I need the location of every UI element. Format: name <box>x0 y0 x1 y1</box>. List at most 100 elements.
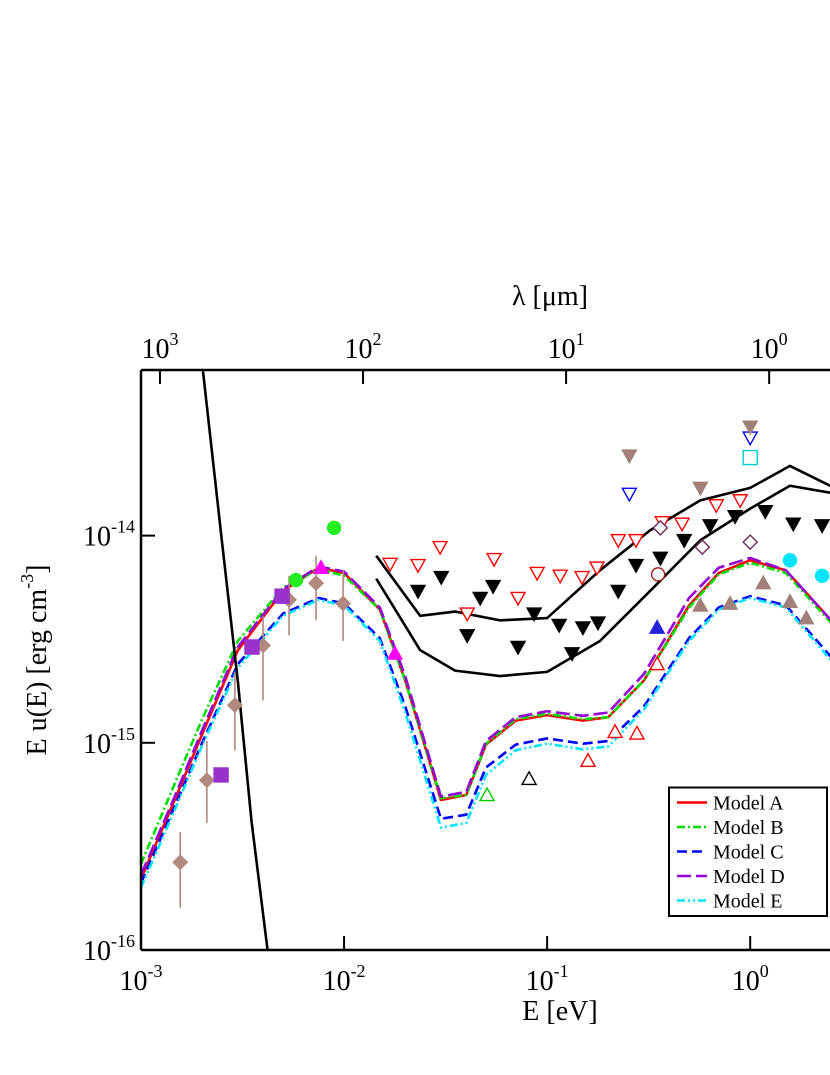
x-tick-label-exponent: -3 <box>148 961 163 981</box>
data-point <box>509 640 527 656</box>
data-point <box>550 618 568 634</box>
legend-label: Model D <box>713 866 785 888</box>
y-tick-label-exponent: -16 <box>111 931 135 951</box>
y-tick-label-base: 10 <box>83 936 111 967</box>
data-point <box>652 551 669 567</box>
y-axis-title-part: ] <box>22 565 53 574</box>
data-point <box>742 420 759 436</box>
data-point <box>485 552 503 568</box>
x-tick-label-base: 10 <box>526 966 554 997</box>
y-tick-label-exponent: -15 <box>111 724 135 744</box>
data-point <box>757 505 774 520</box>
data-point <box>589 616 607 632</box>
x2-tick-label-exponent: 2 <box>373 329 382 349</box>
x2-tick-label-exponent: 1 <box>576 329 585 349</box>
data-point <box>621 449 638 465</box>
data-point <box>813 519 830 534</box>
data-point <box>694 539 711 556</box>
x-tick-label: 100 <box>732 961 769 997</box>
data-point <box>628 724 646 740</box>
data-point <box>274 588 290 604</box>
data-point <box>471 591 489 607</box>
data-point <box>627 533 645 549</box>
data-point <box>785 517 802 533</box>
data-point <box>708 499 725 514</box>
data-point <box>308 575 325 592</box>
data-point <box>528 566 546 582</box>
data-point <box>381 557 399 573</box>
data-point <box>610 533 627 549</box>
x-tick-label-exponent: 0 <box>760 961 769 981</box>
legend-label: Model B <box>713 817 784 839</box>
data-point <box>226 697 243 714</box>
legend-label: Model A <box>713 793 784 815</box>
data-point <box>409 558 427 574</box>
data-point <box>798 609 815 625</box>
data-point <box>213 767 229 783</box>
data-point <box>574 621 592 636</box>
x2-tick-label-base: 10 <box>548 334 576 365</box>
plot-area <box>141 371 830 950</box>
y-tick-label: 10-16 <box>83 931 135 967</box>
data-point <box>814 568 830 583</box>
data-point <box>326 520 342 536</box>
y-tick-label: 10-15 <box>83 724 135 760</box>
x2-tick-label: 103 <box>141 329 178 365</box>
data-point <box>621 487 638 503</box>
data-point <box>509 591 527 607</box>
x2-tick-label: 100 <box>751 329 788 365</box>
y-tick-label-exponent: -14 <box>111 517 135 537</box>
data-point <box>478 786 496 802</box>
x-tick-label: 10-3 <box>120 961 163 997</box>
data-point <box>726 509 744 525</box>
data-point <box>782 553 798 568</box>
data-point <box>525 607 543 623</box>
y-tick-label-base: 10 <box>83 729 111 760</box>
data-point <box>386 644 404 660</box>
x-tick-label-base: 10 <box>120 966 148 997</box>
data-point <box>673 517 691 533</box>
data-point <box>312 559 330 575</box>
x-axis-title: E [eV] <box>522 996 597 1027</box>
data-point <box>484 579 502 595</box>
data-point <box>627 558 645 574</box>
data-point <box>781 593 799 608</box>
data-point <box>579 752 597 767</box>
data-point <box>610 584 627 600</box>
data-point <box>459 607 476 623</box>
x2-tick-label-base: 10 <box>751 334 779 365</box>
data-point <box>172 854 189 871</box>
series-line <box>141 561 830 865</box>
data-point <box>244 639 260 655</box>
data-point <box>701 519 719 534</box>
x-tick-label: 10-1 <box>526 961 569 997</box>
data-point <box>433 570 450 586</box>
data-point <box>335 595 352 612</box>
legend-label: Model C <box>713 842 784 864</box>
x2-tick-label-exponent: 0 <box>779 329 788 349</box>
data-point <box>692 481 709 497</box>
x-tick-label-base: 10 <box>323 966 351 997</box>
data-point <box>551 569 569 585</box>
x-tick-label: 10-2 <box>323 961 366 997</box>
x2-tick-label: 101 <box>548 329 585 365</box>
y-axis-title: E u(E) [erg cm-3] <box>17 565 53 756</box>
y-tick-label: 10-14 <box>83 517 135 553</box>
data-point <box>606 723 624 739</box>
data-point <box>650 567 666 582</box>
data-point <box>288 572 304 588</box>
x2-tick-label: 102 <box>345 329 382 365</box>
data-point <box>692 597 709 612</box>
data-point <box>648 619 666 634</box>
data-point <box>648 655 666 671</box>
x-tick-label-exponent: -2 <box>351 961 366 981</box>
series-line <box>141 594 830 884</box>
x2-tick-label-exponent: 3 <box>169 329 178 349</box>
data-point <box>755 574 772 590</box>
series-line <box>201 371 269 950</box>
x2-axis-title: λ [μm] <box>512 281 588 312</box>
data-point <box>588 561 606 577</box>
data-point <box>198 772 215 789</box>
data-point <box>409 584 427 600</box>
